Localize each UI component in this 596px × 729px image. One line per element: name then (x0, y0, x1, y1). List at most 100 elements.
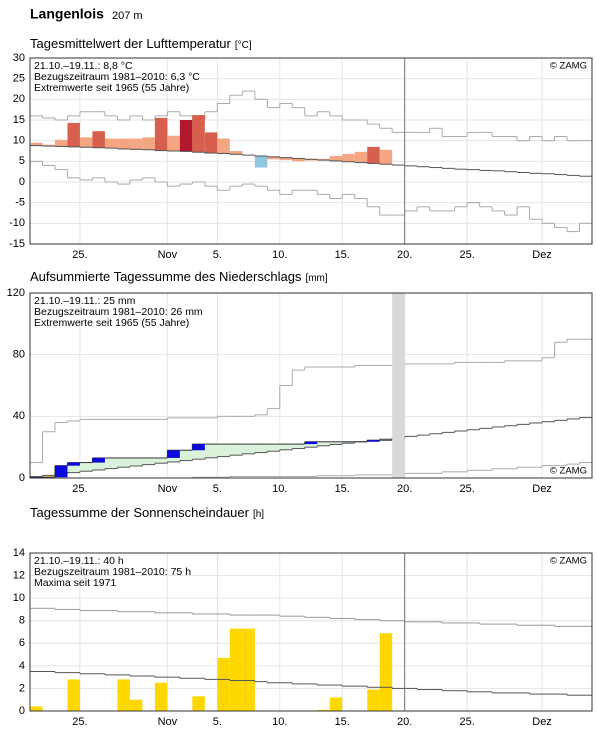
sunshine-bar (192, 696, 205, 711)
y-tick-label: -15 (9, 238, 25, 250)
copyright: © ZAMG (550, 466, 587, 477)
temperature-bar (179, 120, 193, 152)
x-tick-label: 25. (72, 483, 87, 495)
x-tick-label: Dez (532, 249, 552, 261)
y-tick-label: 12 (13, 569, 25, 581)
y-tick-label: 14 (13, 547, 25, 559)
title-unit: [°C] (235, 40, 252, 51)
deviation-fill (279, 444, 293, 450)
y-tick-label: 40 (13, 410, 25, 422)
temperature-bar (54, 139, 68, 147)
x-tick-label: 15. (335, 249, 350, 261)
temperature-bar (104, 138, 118, 149)
deviation-fill (154, 457, 168, 464)
deviation-fill (317, 441, 330, 446)
y-tick-label: 0 (19, 472, 25, 484)
x-tick-label: 25. (459, 249, 474, 261)
x-tick-label: 15. (335, 483, 350, 495)
temperature-bar (229, 151, 243, 155)
x-tick-label: 25. (72, 249, 87, 261)
sunshine-bar (242, 628, 255, 711)
temperature-bar (117, 138, 130, 149)
copyright: © ZAMG (550, 61, 587, 72)
sunshine-bar (154, 682, 168, 711)
deviation-fill (117, 457, 130, 468)
temperature-bar (304, 159, 318, 161)
title-text: Tagesmittelwert der Lufttemperatur (30, 36, 232, 51)
x-tick-label: Dez (532, 716, 552, 728)
x-tick-label: 15. (335, 716, 350, 728)
y-tick-label: 20 (13, 93, 25, 105)
deviation-fill (67, 462, 80, 473)
temperature-bar (292, 158, 305, 162)
x-tick-label: 5. (213, 249, 222, 261)
x-tick-label: Nov (158, 249, 178, 261)
y-tick-label: 10 (13, 592, 25, 604)
deviation-fill (229, 444, 243, 456)
plot-border (29, 57, 593, 245)
title-text: Aufsummierte Tagessumme des Niederschlag… (30, 269, 302, 284)
temperature-bar (342, 153, 355, 162)
sunshine-bar (379, 633, 393, 711)
deviation-fill (267, 444, 280, 452)
summary-note: 21.10.–19.11.: 25 mm (34, 295, 136, 307)
sunshine-bar (117, 679, 130, 711)
y-tick-label: 80 (13, 349, 25, 361)
y-tick-label: -5 (15, 197, 25, 209)
x-tick-label: 10. (272, 483, 287, 495)
x-tick-label: Nov (158, 483, 178, 495)
temperature-bar (254, 155, 268, 168)
plot-border (29, 552, 593, 712)
temperature-bar (267, 156, 280, 160)
x-tick-label: 5. (213, 716, 222, 728)
today-band (392, 293, 405, 478)
x-tick-label: Nov (158, 716, 178, 728)
plot-border (29, 292, 593, 479)
sunshine-bar (317, 709, 330, 711)
station-elevation: 207 m (112, 10, 143, 22)
temperature-bar (279, 157, 293, 161)
deviation-fill (342, 441, 355, 444)
y-tick-label: 25 (13, 73, 25, 85)
temperature-bar (67, 122, 80, 147)
sunshine-bar (329, 697, 343, 711)
temperature-bar (167, 135, 180, 151)
deviation-fill (292, 444, 305, 449)
sunshine-bar (129, 699, 143, 711)
y-tick-label: 5 (19, 155, 25, 167)
title-unit: [mm] (305, 273, 327, 284)
y-tick-label: 2 (19, 682, 25, 694)
deviation-fill (79, 462, 93, 472)
temperature-bar (354, 151, 368, 163)
deviation-fill (217, 444, 230, 457)
station-name: Langenlois (30, 6, 104, 22)
x-tick-label: 20. (397, 483, 412, 495)
deviation-fill (379, 439, 393, 441)
title-unit: [h] (253, 509, 264, 520)
x-tick-label: 25. (72, 716, 87, 728)
sunshine-bar (67, 679, 80, 711)
temperature-bar (42, 144, 55, 147)
summary-note: Maxima seit 1971 (34, 577, 116, 589)
summary-note: Bezugszeitraum 1981–2010: 6,3 °C (34, 71, 200, 83)
y-tick-label: 120 (7, 287, 25, 299)
x-tick-label: 25. (459, 716, 474, 728)
temperature-bar (329, 155, 343, 161)
sunshine-bar (229, 628, 243, 711)
summary-note: Bezugszeitraum 1981–2010: 75 h (34, 566, 191, 578)
x-tick-label: 10. (272, 716, 287, 728)
summary-note: Extremwerte seit 1965 (55 Jahre) (34, 317, 189, 329)
chart-title: Tagesmittelwert der Lufttemperatur [°C] (30, 36, 252, 51)
daily-increment (54, 465, 68, 478)
daily-increment (304, 441, 318, 445)
sunshine-bar (217, 657, 230, 711)
deviation-fill (304, 441, 318, 448)
x-tick-label: 20. (397, 716, 412, 728)
temperature-bar (30, 142, 43, 146)
deviation-fill (204, 444, 218, 458)
temperature-bar (192, 115, 205, 153)
temperature-bar (204, 132, 218, 154)
y-tick-label: 15 (13, 114, 25, 126)
temperature-bar (379, 149, 393, 165)
